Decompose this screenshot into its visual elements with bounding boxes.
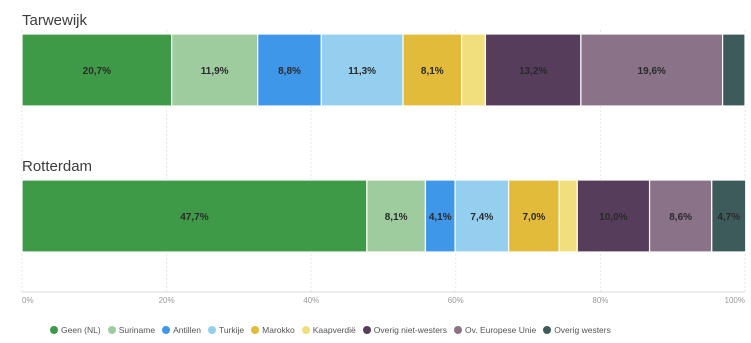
bar-segment — [558, 179, 578, 253]
bar-segment — [21, 179, 368, 253]
bar-segment — [580, 33, 724, 107]
bar-segment — [576, 179, 651, 253]
legend-item: Suriname — [107, 325, 156, 335]
legend-swatch — [207, 326, 216, 334]
legend-label: Geen (NL) — [61, 325, 101, 335]
bar-segment — [484, 33, 582, 107]
bar-segment — [507, 179, 560, 253]
bar-segment — [366, 179, 427, 253]
legend-label: Overig westers — [554, 325, 611, 335]
data-label: 11,3% — [348, 66, 376, 77]
x-tick-label: 0% — [22, 296, 34, 305]
x-tick-label: 80% — [592, 296, 608, 305]
legend-label: Kaapverdië — [312, 325, 356, 335]
legend-swatch — [251, 326, 260, 334]
bar-segment — [320, 33, 404, 107]
data-label: 4,1% — [429, 212, 452, 223]
legend-item: Geen (NL) — [50, 325, 101, 335]
data-label: 8,1% — [421, 66, 444, 77]
legend-swatch — [362, 326, 371, 334]
group-title-rotterdam: Rotterdam — [22, 158, 93, 175]
legend-swatch — [543, 326, 552, 334]
data-label: 8,8% — [278, 66, 301, 77]
legend-label: Antillen — [173, 325, 201, 335]
legend-label: Overig niet-westers — [373, 325, 447, 335]
legend-label: Marokko — [262, 325, 295, 335]
data-label: 11,9% — [201, 66, 229, 77]
legend-item: Kaapverdië — [301, 325, 356, 335]
bar-segment — [711, 179, 747, 253]
legend-swatch — [301, 326, 310, 334]
x-tick-label: 20% — [159, 296, 175, 305]
bar-segment — [460, 33, 487, 107]
legend-label: Turkije — [218, 325, 245, 335]
data-label: 20,7% — [83, 66, 111, 77]
legend-label: Suriname — [118, 325, 156, 335]
data-label: 47,7% — [180, 212, 208, 223]
legend-item: Antillen — [162, 325, 201, 335]
group-title-tarwewijk: Tarwewijk — [22, 12, 88, 29]
legend-label: Ov. Europese Unie — [465, 325, 537, 335]
data-label: 8,1% — [385, 212, 408, 223]
bar-segment — [721, 33, 746, 107]
x-tick-label: 60% — [448, 296, 464, 305]
legend-swatch — [107, 326, 116, 334]
data-label: 10,0% — [599, 212, 627, 223]
x-tick-label: 100% — [725, 296, 745, 305]
data-label: 4,7% — [717, 212, 740, 223]
chart-legend: Geen (NL) Suriname Antillen Turkije Marokko K… — [50, 323, 618, 337]
legend-item: Marokko — [251, 325, 295, 335]
legend-item: Ov. Europese Unie — [454, 325, 536, 335]
bar-segment — [21, 33, 173, 107]
legend-swatch — [162, 326, 171, 334]
data-label: 7,0% — [522, 212, 545, 223]
legend-swatch — [454, 326, 462, 334]
bar-segment — [171, 33, 259, 107]
bar-segment — [454, 179, 510, 253]
legend-item: Turkije — [207, 325, 245, 335]
data-label: 7,4% — [470, 212, 493, 223]
data-label: 8,6% — [669, 212, 692, 223]
legend-swatch — [50, 326, 58, 334]
x-tick-label: 40% — [303, 296, 319, 305]
bar-segment — [402, 33, 463, 107]
data-label: 13,2% — [519, 66, 547, 77]
legend-item: Overig westers — [543, 325, 611, 335]
data-label: 19,6% — [638, 66, 666, 77]
legend-item: Overig niet-westers — [362, 325, 447, 335]
